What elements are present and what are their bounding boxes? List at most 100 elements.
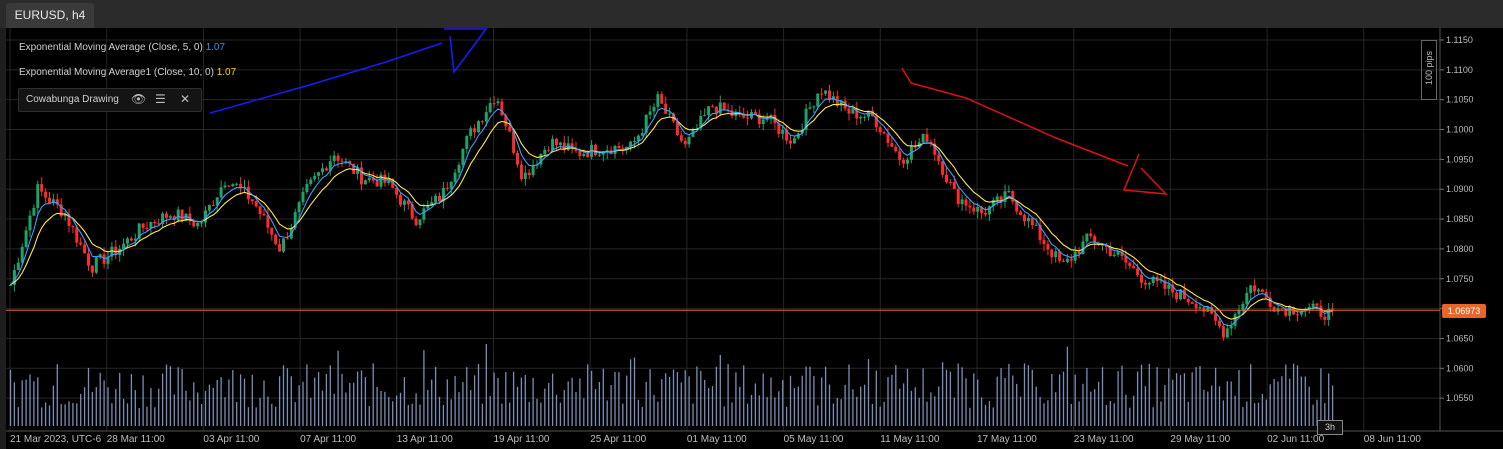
candle-bull bbox=[496, 101, 500, 104]
candle-bear bbox=[75, 227, 79, 243]
candle-bear bbox=[383, 174, 387, 184]
candle-bull bbox=[215, 197, 219, 206]
candle-bull bbox=[168, 216, 172, 218]
candle-bear bbox=[1319, 305, 1323, 317]
candle-bull bbox=[465, 136, 469, 149]
tab-eurusd-h4[interactable]: EURUSD, h4 bbox=[6, 3, 94, 28]
x-tick-label: 11 May 11:00 bbox=[880, 434, 940, 445]
candle-bull bbox=[176, 209, 180, 220]
candle-bear bbox=[114, 246, 118, 256]
settings-sliders-icon[interactable]: ☰ bbox=[155, 92, 166, 106]
candle-bull bbox=[867, 110, 870, 117]
candle-bear bbox=[999, 196, 1003, 202]
candle-bear bbox=[262, 214, 266, 216]
candle-bull bbox=[597, 154, 601, 156]
candle-bear bbox=[547, 149, 551, 151]
close-icon[interactable]: ✕ bbox=[180, 92, 191, 106]
candle-bear bbox=[1253, 285, 1257, 292]
candle-bear bbox=[48, 197, 51, 203]
candle-bear bbox=[1050, 249, 1054, 258]
candle-bear bbox=[968, 205, 972, 208]
candle-bear bbox=[519, 164, 523, 179]
candle-bear bbox=[1284, 309, 1288, 316]
candle-bull bbox=[426, 205, 430, 209]
candle-bear bbox=[40, 184, 44, 192]
candle-bear bbox=[1132, 266, 1136, 269]
candle-bear bbox=[1272, 306, 1276, 312]
candle-bull bbox=[20, 246, 24, 263]
candle-bear bbox=[742, 113, 746, 118]
candle-bull bbox=[196, 222, 200, 227]
legend-ema5-value: 1.07 bbox=[205, 42, 226, 53]
legend-ema10[interactable]: Exponential Moving Average1 (Close, 10, … bbox=[19, 67, 236, 78]
candle-bear bbox=[258, 206, 262, 215]
candle-bull bbox=[12, 270, 16, 285]
candle-bear bbox=[516, 152, 519, 165]
candle-bull bbox=[106, 256, 110, 264]
x-tick-label: 03 Apr 11:00 bbox=[203, 434, 259, 445]
candle-bear bbox=[941, 161, 945, 175]
chart-area[interactable]: 21 Mar 2023, UTC-6 28 Mar 11:00 03 Apr 11:… bbox=[6, 28, 1503, 449]
legend-ema5[interactable]: Exponential Moving Average (Close, 5, 0)… bbox=[19, 42, 225, 53]
candle-bull bbox=[32, 207, 36, 216]
candle-bull bbox=[126, 238, 129, 244]
candle-bull bbox=[601, 152, 605, 155]
candle-bear bbox=[500, 101, 504, 116]
candle-bear bbox=[1062, 260, 1065, 262]
candle-bear bbox=[1221, 326, 1225, 338]
candle-bear bbox=[492, 103, 496, 105]
candle-bear bbox=[956, 188, 960, 205]
candle-bear bbox=[254, 201, 258, 207]
candle-bear bbox=[274, 234, 278, 245]
y-tick-label: 1.0800 bbox=[1446, 244, 1474, 254]
candle-bull bbox=[906, 159, 909, 164]
candle-bull bbox=[824, 90, 828, 94]
candle-bear bbox=[1194, 303, 1198, 309]
candle-bear bbox=[617, 145, 621, 149]
candle-bear bbox=[882, 132, 886, 134]
candle-bear bbox=[1214, 313, 1218, 321]
candle-bull bbox=[1003, 191, 1007, 202]
candle-bear bbox=[1182, 289, 1186, 299]
candle-bull bbox=[1299, 311, 1303, 315]
candle-bear bbox=[660, 94, 664, 104]
candle-bear bbox=[508, 126, 512, 132]
candle-bear bbox=[239, 183, 243, 188]
candle-bull bbox=[1257, 289, 1260, 292]
candle-bear bbox=[578, 150, 582, 157]
candle-bear bbox=[855, 108, 859, 119]
candle-bear bbox=[1015, 201, 1019, 212]
tab-bar: EURUSD, h4 bbox=[0, 0, 1503, 28]
candle-bear bbox=[180, 209, 184, 222]
candle-bear bbox=[952, 182, 956, 189]
candle-bull bbox=[149, 221, 153, 229]
candle-bear bbox=[664, 103, 668, 114]
candle-bull bbox=[484, 112, 488, 122]
candle-bull bbox=[1026, 217, 1030, 222]
candle-bear bbox=[90, 265, 94, 273]
candle-bull bbox=[1007, 190, 1011, 192]
candle-bull bbox=[750, 112, 753, 119]
candle-bear bbox=[285, 238, 289, 240]
candle-bear bbox=[1124, 256, 1128, 263]
candle-bear bbox=[129, 238, 133, 241]
drawing-legend[interactable]: Cowabunga Drawing 👁 ☰ ✕ bbox=[18, 88, 202, 112]
candle-bear bbox=[87, 253, 90, 266]
candle-bear bbox=[1136, 268, 1140, 275]
candle-bear bbox=[711, 106, 714, 108]
candle-bear bbox=[67, 214, 71, 226]
y-tick-label: 1.0600 bbox=[1446, 363, 1474, 373]
candle-bear bbox=[937, 154, 941, 162]
candle-bull bbox=[453, 172, 457, 182]
candle-bull bbox=[332, 155, 336, 162]
x-tick-label: 19 Apr 11:00 bbox=[494, 434, 550, 445]
candle-bear bbox=[165, 213, 168, 218]
candle-bull bbox=[859, 116, 863, 119]
x-tick-label: 05 May 11:00 bbox=[784, 434, 844, 445]
candle-bull bbox=[1054, 251, 1058, 258]
candle-bull bbox=[36, 184, 40, 208]
candle-bear bbox=[679, 135, 683, 141]
price-chart[interactable]: 21 Mar 2023, UTC-6 28 Mar 11:00 03 Apr 11:… bbox=[6, 28, 1503, 449]
candle-bull bbox=[1229, 325, 1233, 329]
eye-icon[interactable]: 👁 bbox=[131, 92, 147, 106]
